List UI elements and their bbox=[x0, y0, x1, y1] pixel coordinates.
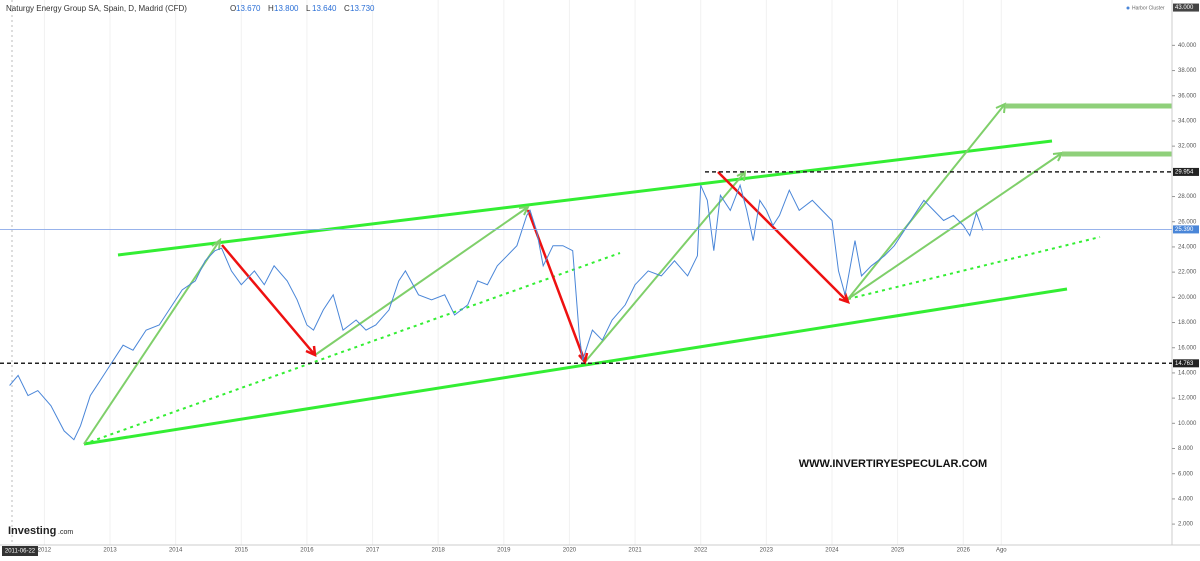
price-marker-box bbox=[1173, 359, 1199, 368]
x-tick-label: 2025 bbox=[891, 548, 905, 554]
x-tick-label: 2019 bbox=[497, 548, 511, 554]
dotted-trend bbox=[847, 236, 1101, 300]
ohlc-label: L bbox=[306, 4, 311, 13]
price-marker-box bbox=[1173, 167, 1199, 176]
legend-label: Harbor Cluster bbox=[1132, 5, 1165, 11]
x-tick-label: 2012 bbox=[38, 548, 52, 554]
chart-title: Naturgy Energy Group SA, Spain, D, Madri… bbox=[6, 4, 187, 13]
logo-suffix: .com bbox=[58, 529, 73, 536]
y-tick-label: 18.000 bbox=[1178, 320, 1197, 326]
x-tick-label: 2022 bbox=[694, 548, 708, 554]
y-tick-label: 20.000 bbox=[1178, 295, 1197, 301]
y-tick-label: 26.000 bbox=[1178, 219, 1197, 225]
price-marker-label: 29.954 bbox=[1175, 169, 1194, 175]
x-tick-label: 2026 bbox=[957, 548, 971, 554]
ohlc: O 13.670 H 13.800 L 13.640 C 13.730 bbox=[230, 4, 375, 13]
arrow bbox=[314, 205, 530, 356]
ohlc-value: 13.640 bbox=[312, 4, 337, 13]
x-tick-label: 2023 bbox=[760, 548, 774, 554]
trend-channel-top bbox=[117, 139, 1053, 257]
x-tick-label: 2015 bbox=[235, 548, 249, 554]
arrow bbox=[221, 244, 317, 358]
price-marker-box bbox=[1173, 225, 1199, 234]
y-tick-label: 14.000 bbox=[1178, 370, 1197, 376]
y-tick-label: 4.000 bbox=[1178, 496, 1194, 502]
watermark: WWW.INVERTIRYESPECULAR.COM bbox=[799, 458, 987, 470]
y-tick-label: 10.000 bbox=[1178, 421, 1197, 427]
x-tick-label: Ago bbox=[996, 548, 1007, 554]
ohlc-label: O bbox=[230, 4, 236, 13]
y-tick-label: 12.000 bbox=[1178, 396, 1197, 402]
y-tick-label: 8.000 bbox=[1178, 446, 1194, 452]
y-tick-label: 32.000 bbox=[1178, 144, 1197, 150]
y-tick-label: 22.000 bbox=[1178, 270, 1197, 276]
x-tick-label: 2014 bbox=[169, 548, 183, 554]
price-marker-box bbox=[1173, 3, 1199, 12]
drawings bbox=[83, 102, 1172, 446]
price-marker-label: 14.763 bbox=[1175, 361, 1194, 367]
ohlc-label: C bbox=[344, 4, 350, 13]
y-axis-panel bbox=[1172, 0, 1200, 556]
x-tick-label: 2018 bbox=[432, 548, 446, 554]
price-line bbox=[9, 183, 984, 441]
ohlc-label: H bbox=[268, 4, 274, 13]
y-tick-label: 34.000 bbox=[1178, 119, 1197, 125]
legend-dot bbox=[1126, 6, 1130, 10]
cursor-date: 2011-06-22 bbox=[5, 549, 36, 555]
grid bbox=[11, 0, 1002, 545]
x-tick-label: 2020 bbox=[563, 548, 577, 554]
arrow bbox=[717, 171, 850, 304]
x-tick-label: 2021 bbox=[628, 548, 642, 554]
arrow bbox=[584, 170, 747, 363]
ohlc-value: 13.800 bbox=[274, 4, 299, 13]
y-tick-label: 28.000 bbox=[1178, 194, 1197, 200]
x-tick-label: 2017 bbox=[366, 548, 380, 554]
price-marker-label: 43.000 bbox=[1175, 5, 1194, 11]
y-tick-label: 16.000 bbox=[1178, 345, 1197, 351]
cursor-date-box bbox=[2, 546, 38, 556]
trend-channel-bottom bbox=[83, 287, 1068, 446]
target-levels bbox=[1005, 103, 1172, 157]
ohlc-value: 13.730 bbox=[350, 4, 375, 13]
x-tick-label: 2024 bbox=[825, 548, 839, 554]
x-tick-label: 2016 bbox=[300, 548, 314, 554]
y-tick-label: 38.000 bbox=[1178, 68, 1197, 74]
y-tick-label: 40.000 bbox=[1178, 43, 1197, 49]
y-tick-label: 24.000 bbox=[1178, 245, 1197, 251]
x-tick-label: 2013 bbox=[103, 548, 117, 554]
arrow bbox=[83, 237, 222, 445]
y-tick-label: 2.000 bbox=[1178, 522, 1194, 528]
price-marker-label: 25.390 bbox=[1175, 227, 1194, 233]
y-tick-label: 6.000 bbox=[1178, 471, 1194, 477]
ohlc-value: 13.670 bbox=[236, 4, 261, 13]
y-tick-label: 36.000 bbox=[1178, 93, 1197, 99]
logo: Investing bbox=[8, 525, 56, 537]
